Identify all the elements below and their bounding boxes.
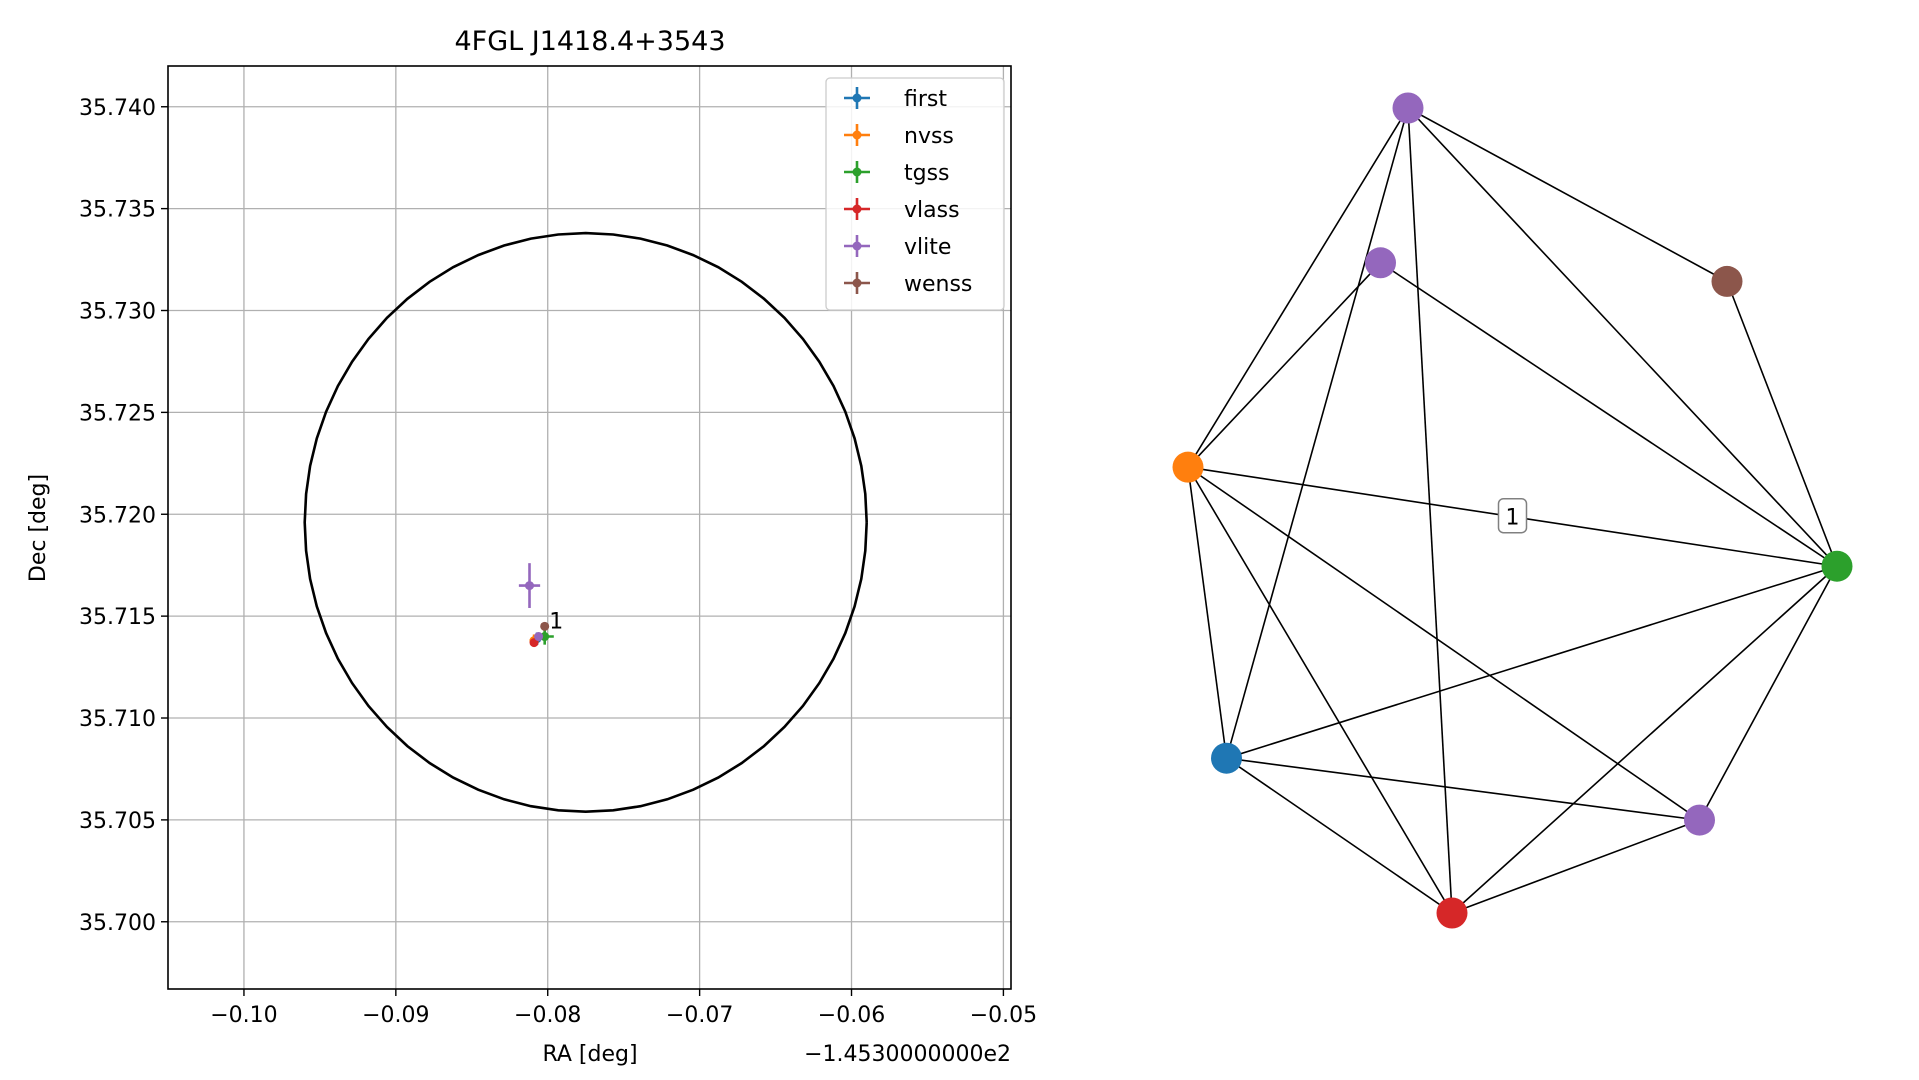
graph-edge <box>1698 565 1838 821</box>
data-point-vlite <box>534 632 544 642</box>
legend-entry-nvss: nvss <box>844 124 954 149</box>
graph-edge <box>1226 757 1700 821</box>
legend-marker-dot <box>852 130 862 140</box>
y-axis-ticks: 35.700 35.705 35.710 35.715 35.720 35.725 35.7… <box>79 96 168 936</box>
y-tick-label: 35.720 <box>79 503 156 528</box>
graph-edge <box>1187 467 1228 759</box>
graph-edge <box>1380 262 1838 567</box>
graph-node-vlite_a <box>1392 92 1424 124</box>
network-graph: 1 <box>1172 92 1853 929</box>
graph-edge <box>1187 107 1409 468</box>
edge-label-text: 1 <box>1506 506 1520 531</box>
graph-node-nvss <box>1172 451 1204 483</box>
y-tick-label: 35.710 <box>79 707 156 732</box>
graph-edge <box>1407 107 1838 567</box>
x-axis-ticks: −0.10 −0.09 −0.08 −0.07 −0.06 −0.05 <box>210 989 1037 1028</box>
graph-edge <box>1187 466 1453 914</box>
scatter-plot: −0.10 −0.09 −0.08 −0.07 −0.06 −0.05 35.70035.… <box>26 26 1037 1067</box>
graph-edge <box>1225 107 1409 759</box>
point-marker <box>534 632 544 642</box>
legend: first nvss tgss vlass vlite wenss <box>825 77 1005 311</box>
graph-node-vlite_c <box>1684 804 1715 836</box>
y-tick-label: 35.730 <box>79 300 156 325</box>
point-marker <box>540 621 550 631</box>
y-tick-label: 35.740 <box>79 96 156 121</box>
graph-nodes <box>1172 92 1853 929</box>
graph-node-first <box>1211 742 1242 774</box>
graph-node-vlass <box>1436 897 1468 929</box>
y-tick-label: 35.700 <box>79 911 156 936</box>
legend-marker-dot <box>852 204 862 214</box>
legend-entry-vlite: vlite <box>844 235 951 260</box>
legend-marker-dot <box>852 241 862 251</box>
y-tick-label: 35.715 <box>79 605 156 630</box>
legend-label: tgss <box>904 161 950 186</box>
legend-entry-first: first <box>844 87 947 112</box>
graph-node-vlite_b <box>1365 247 1396 279</box>
legend-marker-dot <box>852 278 862 288</box>
legend-marker-dot <box>852 167 862 177</box>
legend-entry-wenss: wenss <box>844 272 972 297</box>
graph-edge <box>1226 757 1453 914</box>
y-tick-label: 35.735 <box>79 198 156 223</box>
x-tick-label: −0.08 <box>514 1003 581 1028</box>
x-offset-text: −1.4530000000e2 <box>804 1042 1011 1067</box>
legend-marker-dot <box>852 93 862 103</box>
graph-edge <box>1187 262 1382 468</box>
edge-label: 1 <box>1497 497 1528 534</box>
graph-edge <box>1451 819 1700 914</box>
x-tick-label: −0.05 <box>970 1003 1037 1028</box>
y-tick-label: 35.725 <box>79 401 156 426</box>
point-marker <box>525 581 535 591</box>
data-point-vlite <box>518 563 541 608</box>
graph-edge <box>1407 107 1728 283</box>
x-axis-label: RA [deg] <box>542 1042 637 1067</box>
edge-label-box <box>1497 497 1528 534</box>
graph-edges <box>1187 107 1838 914</box>
legend-label: first <box>904 87 947 112</box>
legend-entry-vlass: vlass <box>844 198 960 223</box>
graph-edge <box>1226 565 1838 759</box>
chart-title: 4FGL J1418.4+3543 <box>454 26 725 57</box>
legend-label: wenss <box>904 272 972 297</box>
legend-box <box>825 77 1005 311</box>
graph-edge <box>1451 565 1838 914</box>
data-point-wenss <box>540 621 550 631</box>
graph-node-tgss <box>1821 550 1853 582</box>
search-circle <box>303 231 868 814</box>
graph-edge <box>1407 107 1453 914</box>
x-tick-label: −0.07 <box>666 1003 733 1028</box>
axes-frame <box>167 65 1012 990</box>
legend-label: nvss <box>904 124 954 149</box>
y-axis-label: Dec [deg] <box>26 474 51 582</box>
y-tick-label: 35.705 <box>79 809 156 834</box>
legend-entry-tgss: tgss <box>844 161 950 186</box>
point-annotation: 1 <box>549 609 563 634</box>
x-tick-label: −0.06 <box>818 1003 885 1028</box>
legend-label: vlite <box>904 235 951 260</box>
x-tick-label: −0.10 <box>210 1003 277 1028</box>
circle-layer <box>303 231 868 814</box>
legend-label: vlass <box>904 198 960 223</box>
graph-edge-labels: 1 <box>1497 497 1528 534</box>
graph-edge <box>1187 466 1700 821</box>
data-points <box>518 563 554 648</box>
graph-node-wenss <box>1711 265 1743 297</box>
graph-edge <box>1726 281 1838 567</box>
x-tick-label: −0.09 <box>362 1003 429 1028</box>
